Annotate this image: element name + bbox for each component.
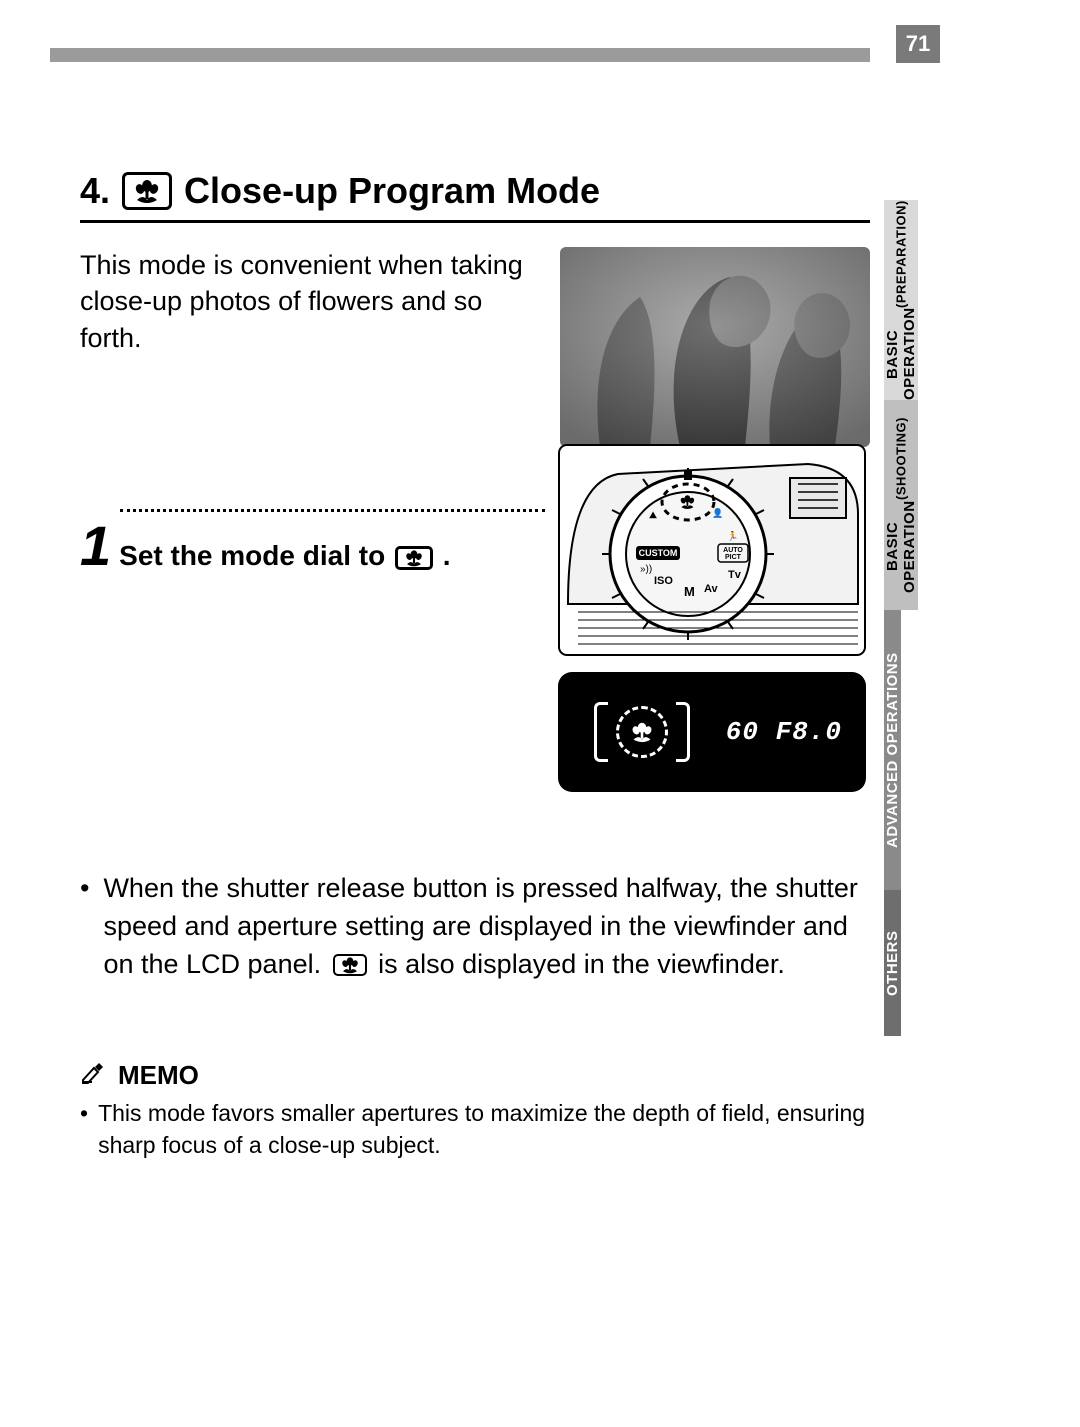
- memo-list: • This mode favors smaller apertures to …: [80, 1097, 870, 1161]
- memo-block: MEMO • This mode favors smaller aperture…: [80, 1060, 870, 1161]
- macro-flower-icon: [122, 172, 172, 210]
- manual-page: 71 BASIC OPERATION (PREPARATION) BASIC O…: [0, 0, 1080, 1427]
- section-heading: 4. Close-up Program Mode: [80, 170, 870, 223]
- macro-flower-icon: [395, 546, 433, 570]
- tab-basic-shooting: BASIC OPERATION (SHOOTING): [884, 400, 918, 610]
- step-instruction: Set the mode dial to .: [119, 540, 450, 572]
- svg-text:PICT: PICT: [725, 554, 742, 561]
- note-text: When the shutter release button is press…: [103, 870, 870, 983]
- tab-advanced: ADVANCED OPERATIONS: [884, 610, 901, 890]
- lcd-bracket-left: [594, 702, 608, 762]
- note-after: is also displayed in the viewfinder.: [378, 949, 785, 979]
- tab-sublabel: (PREPARATION): [894, 200, 909, 308]
- step-text-after: .: [443, 540, 451, 571]
- svg-text:⛰: ⛰: [648, 510, 657, 520]
- bullet-dot: •: [80, 1097, 88, 1161]
- lcd-bracket-right: [676, 702, 690, 762]
- header-rule: [50, 48, 870, 62]
- memo-heading-row: MEMO: [80, 1060, 870, 1091]
- step-divider-dotted: [120, 509, 545, 512]
- tab-sublabel: (SHOOTING): [894, 417, 909, 500]
- tab-label: BASIC OPERATION: [884, 500, 918, 593]
- intro-text: This mode is convenient when taking clos…: [80, 247, 530, 447]
- tab-label: ADVANCED OPERATIONS: [884, 652, 901, 848]
- tab-label: OTHERS: [884, 930, 901, 996]
- heading-title: Close-up Program Mode: [184, 170, 600, 212]
- dial-label-m: M: [684, 584, 695, 599]
- tab-basic-preparation: BASIC OPERATION (PREPARATION): [884, 200, 918, 400]
- page-number: 71: [906, 31, 930, 57]
- tab-others: OTHERS: [884, 890, 901, 1036]
- bullet-dot: •: [80, 870, 89, 983]
- memo-text: This mode favors smaller apertures to ma…: [98, 1097, 870, 1161]
- dial-label-custom: CUSTOM: [639, 548, 678, 558]
- lcd-readout: 60 F8.0: [726, 717, 842, 747]
- svg-text:🏃: 🏃: [727, 530, 738, 541]
- page-number-badge: 71: [896, 25, 940, 63]
- dial-label-av: Av: [704, 583, 719, 595]
- lcd-panel: 60 F8.0: [558, 672, 866, 792]
- dial-label-tv: Tv: [728, 569, 742, 581]
- tab-label: BASIC OPERATION: [884, 308, 918, 401]
- example-photo: [560, 247, 870, 447]
- memo-heading: MEMO: [118, 1060, 199, 1091]
- svg-text:»)): »)): [640, 564, 652, 575]
- step-number: 1: [80, 518, 111, 574]
- macro-flower-icon: [333, 954, 367, 976]
- dial-label-iso: ISO: [654, 575, 673, 587]
- heading-number: 4.: [80, 170, 110, 212]
- section-tabs: BASIC OPERATION (PREPARATION) BASIC OPER…: [884, 200, 940, 1036]
- svg-text:👤: 👤: [712, 507, 723, 518]
- note-item: • When the shutter release button is pre…: [80, 870, 870, 983]
- dial-label-auto: AUTO: [723, 547, 743, 554]
- hand-writing-icon: [80, 1060, 108, 1091]
- lcd-mode-indicator: [616, 706, 668, 758]
- memo-item: • This mode favors smaller apertures to …: [80, 1097, 870, 1161]
- step-text-before: Set the mode dial to: [119, 540, 393, 571]
- body-notes: • When the shutter release button is pre…: [80, 870, 870, 983]
- mode-dial-figure: ⛰ 👤 🏃 CUSTOM AUTO PICT ISO M Av Tv »)): [558, 444, 866, 656]
- lcd-panel-figure: 60 F8.0: [558, 672, 866, 792]
- intro-row: This mode is convenient when taking clos…: [80, 247, 870, 447]
